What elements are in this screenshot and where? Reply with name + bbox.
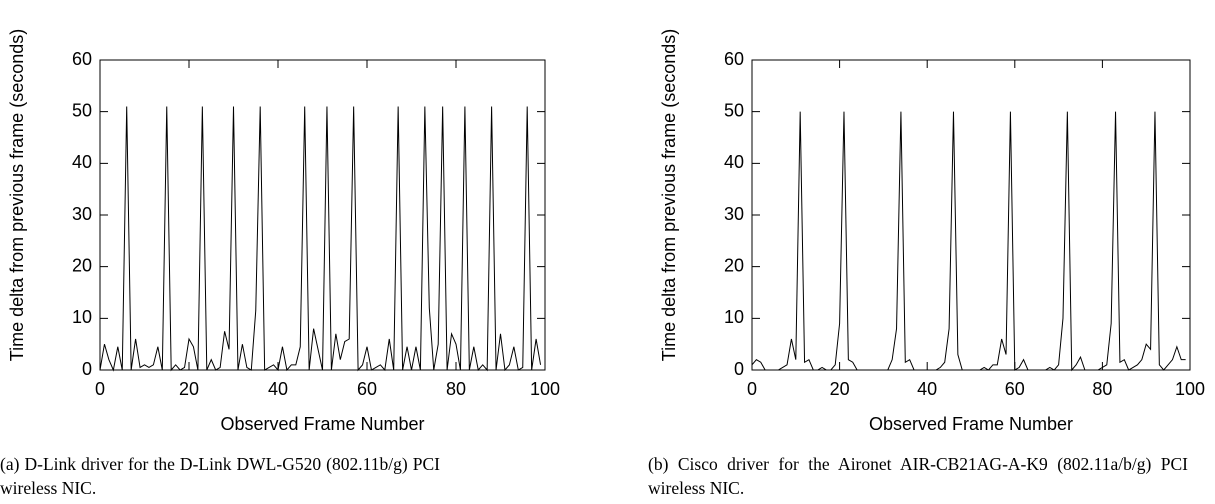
y-tick-label: 40 (724, 152, 744, 172)
y-tick-label: 0 (734, 359, 744, 379)
y-tick-label: 20 (724, 255, 744, 275)
x-tick-label: 80 (446, 379, 466, 399)
y-tick-label: 30 (724, 204, 744, 224)
y-tick-label: 60 (72, 49, 92, 69)
x-tick-label: 60 (1005, 379, 1025, 399)
y-axis-label: Time delta from previous frame (seconds) (7, 29, 27, 361)
x-tick-label: 0 (747, 379, 757, 399)
y-axis-label: Time delta from previous frame (seconds) (659, 29, 679, 361)
x-axis-label: Observed Frame Number (869, 414, 1073, 434)
plot-frame (751, 59, 1191, 371)
x-tick-label: 80 (1092, 379, 1112, 399)
x-tick-label: 0 (95, 379, 105, 399)
x-axis-label: Observed Frame Number (220, 414, 424, 434)
y-tick-label: 60 (724, 49, 744, 69)
y-tick-label: 40 (72, 152, 92, 172)
caption: (b) Cisco driver for the Aironet AIR-CB2… (648, 454, 1188, 498)
x-tick-label: 20 (830, 379, 850, 399)
data-line (751, 111, 1186, 372)
data-line (99, 106, 542, 372)
caption: (a) D-Link driver for the D-Link DWL-G52… (0, 454, 440, 498)
y-tick-label: 0 (82, 359, 92, 379)
x-tick-label: 20 (179, 379, 199, 399)
y-tick-label: 10 (72, 307, 92, 327)
y-tick-label: 10 (724, 307, 744, 327)
y-tick-label: 50 (724, 100, 744, 120)
x-tick-label: 100 (1175, 379, 1205, 399)
y-tick-label: 20 (72, 255, 92, 275)
x-tick-label: 100 (530, 379, 560, 399)
y-tick-label: 30 (72, 204, 92, 224)
y-tick-label: 50 (72, 100, 92, 120)
x-tick-label: 40 (268, 379, 288, 399)
x-tick-label: 60 (357, 379, 377, 399)
x-tick-label: 40 (917, 379, 937, 399)
